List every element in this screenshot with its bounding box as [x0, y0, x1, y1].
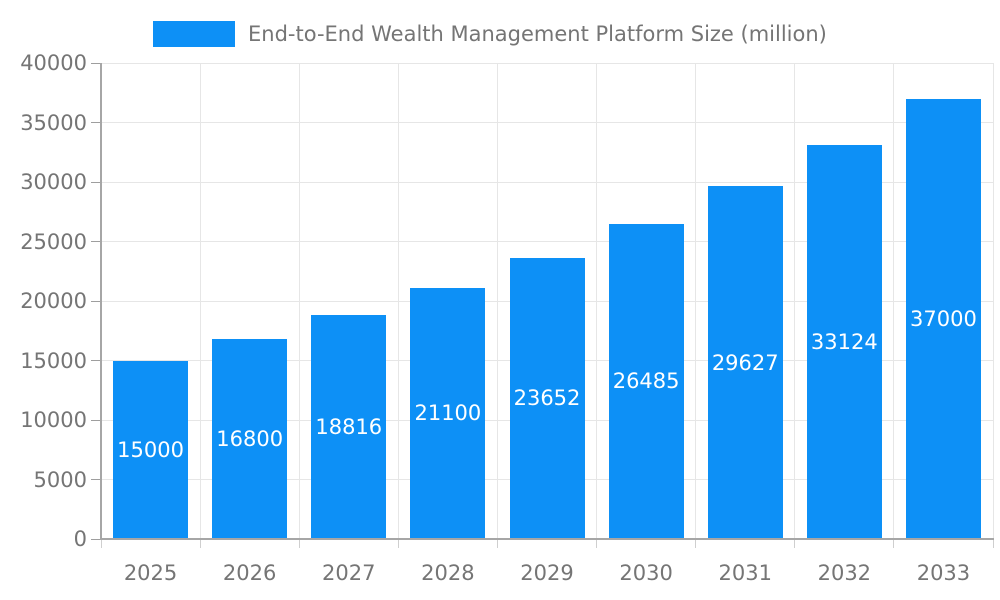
x-tick	[298, 539, 300, 548]
legend: End-to-End Wealth Management Platform Si…	[153, 20, 827, 47]
bar-value-label: 23652	[513, 386, 581, 411]
bar-2031	[707, 186, 783, 539]
legend-swatch	[153, 20, 235, 47]
bar-2028	[410, 287, 486, 539]
y-tick	[91, 62, 101, 64]
bar-2030	[608, 223, 684, 539]
x-tick	[496, 539, 498, 548]
x-tick-label: 2033	[916, 561, 971, 585]
bar-value-label: 15000	[117, 437, 184, 462]
x-tick-label: 2029	[520, 561, 574, 585]
y-axis	[100, 63, 102, 540]
gridline-y	[101, 241, 993, 242]
y-tick-label: 40000	[20, 51, 87, 75]
x-tick-label: 2027	[322, 561, 376, 585]
gridline-x	[397, 63, 399, 539]
y-tick	[91, 241, 101, 242]
gridline-y	[101, 62, 993, 64]
bar-value-label: 21100	[414, 401, 482, 426]
y-tick-label: 5000	[33, 467, 87, 492]
x-tick	[893, 539, 895, 548]
y-tick	[91, 538, 101, 540]
gridline-x	[199, 63, 201, 539]
bar-value-label: 18816	[315, 415, 383, 440]
x-tick-label: 2032	[817, 561, 872, 585]
x-axis	[100, 538, 994, 540]
x-tick	[992, 539, 994, 548]
bar-2026	[212, 339, 288, 539]
gridline-x	[695, 63, 697, 539]
x-tick-label: 2031	[718, 561, 772, 585]
bar-2033	[905, 98, 981, 539]
bar-value-label: 29627	[711, 350, 779, 375]
gridline-x	[596, 63, 598, 539]
gridline-x	[992, 63, 994, 539]
y-tick-label: 10000	[20, 408, 87, 432]
y-tick-label: 20000	[20, 289, 87, 313]
gridline-x	[893, 63, 895, 539]
x-tick-label: 2030	[619, 561, 673, 585]
y-tick	[91, 360, 101, 361]
x-tick	[794, 539, 796, 548]
bar-2029	[509, 257, 585, 539]
x-tick-label: 2025	[123, 561, 178, 585]
y-tick	[91, 122, 101, 123]
legend-label: End-to-End Wealth Management Platform Si…	[248, 21, 827, 46]
x-tick-label: 2028	[421, 561, 475, 585]
y-tick-label: 30000	[20, 170, 87, 194]
y-tick-label: 0	[73, 527, 87, 551]
y-tick-label: 25000	[20, 229, 87, 254]
gridline-y	[101, 181, 993, 183]
y-tick-label: 15000	[20, 348, 87, 373]
bar-value-label: 33124	[810, 329, 878, 354]
bar-2032	[806, 144, 882, 539]
y-tick	[91, 419, 101, 421]
y-tick	[91, 300, 101, 302]
bar-value-label: 16800	[216, 427, 284, 452]
x-tick	[695, 539, 697, 548]
y-tick-label: 35000	[20, 110, 87, 135]
gridline-x	[794, 63, 796, 539]
y-tick	[91, 479, 101, 480]
y-tick	[91, 181, 101, 183]
gridline-x	[496, 63, 498, 539]
x-tick-label: 2026	[222, 561, 277, 585]
gridline-y	[101, 122, 993, 123]
x-tick	[199, 539, 201, 548]
x-tick	[397, 539, 399, 548]
bar-value-label: 26485	[612, 369, 680, 394]
bar-2027	[311, 315, 387, 539]
x-tick	[100, 539, 102, 548]
x-tick	[596, 539, 598, 548]
bar-value-label: 37000	[910, 306, 977, 331]
bar-2025	[113, 360, 189, 539]
gridline-x	[298, 63, 300, 539]
